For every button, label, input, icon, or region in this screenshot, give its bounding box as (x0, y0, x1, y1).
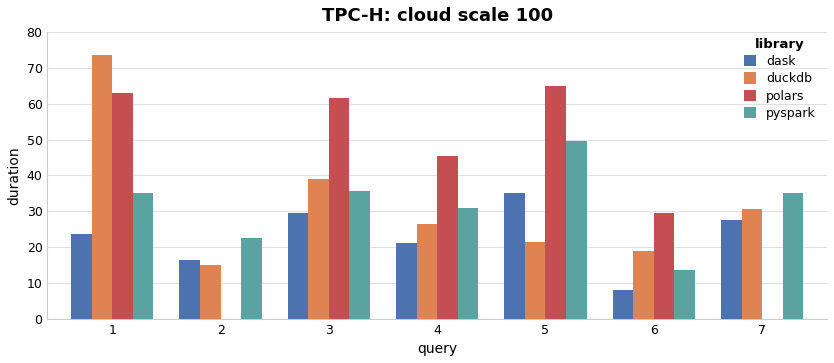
Bar (200, 265, 221, 319)
Y-axis label: duration: duration (7, 146, 21, 205)
Title: TPC-H: cloud scale 100: TPC-H: cloud scale 100 (322, 7, 553, 25)
Bar (458, 208, 479, 319)
Bar (654, 213, 675, 319)
Bar (179, 260, 200, 319)
Bar (613, 290, 633, 319)
Bar (241, 238, 262, 319)
Bar (566, 141, 586, 319)
Bar (329, 98, 349, 319)
Bar (309, 179, 329, 319)
X-axis label: query: query (417, 342, 457, 356)
Bar (741, 209, 762, 319)
Bar (288, 213, 309, 319)
Bar (71, 234, 92, 319)
Bar (437, 156, 458, 319)
Bar (525, 242, 545, 319)
Bar (113, 93, 133, 319)
Bar (782, 193, 803, 319)
Bar (92, 55, 113, 319)
Bar (675, 270, 695, 319)
Bar (417, 224, 437, 319)
Bar (545, 86, 566, 319)
Bar (396, 244, 417, 319)
Bar (721, 220, 741, 319)
Legend: dask, duckdb, polars, pyspark: dask, duckdb, polars, pyspark (739, 33, 821, 125)
Bar (349, 191, 370, 319)
Bar (133, 193, 153, 319)
Bar (505, 193, 525, 319)
Bar (633, 250, 654, 319)
